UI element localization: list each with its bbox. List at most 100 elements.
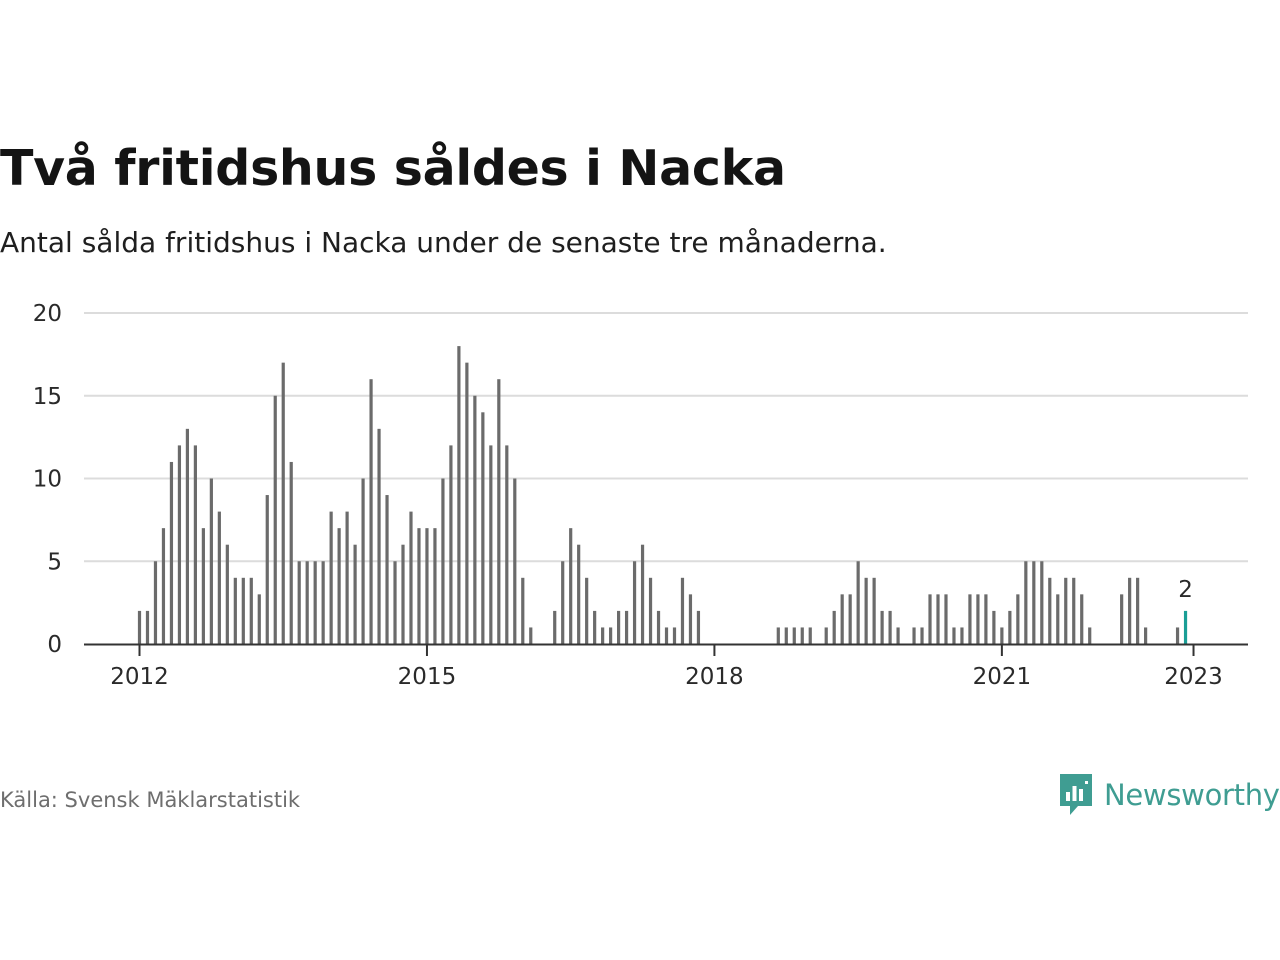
bar	[489, 445, 493, 644]
bar	[497, 379, 501, 644]
bar	[976, 594, 980, 644]
bars	[137, 346, 1188, 644]
bar	[153, 561, 158, 644]
bar	[688, 594, 693, 644]
bar	[952, 627, 956, 644]
bar	[385, 495, 389, 644]
bar	[521, 577, 525, 644]
bar	[409, 511, 413, 644]
bar	[577, 544, 581, 644]
y-tick-label: 15	[33, 384, 62, 410]
brand-logo[interactable]: Newsworthy	[1058, 772, 1280, 818]
bar	[1072, 577, 1076, 644]
bar	[441, 478, 445, 644]
bar	[361, 478, 365, 644]
bar	[848, 594, 852, 644]
bar	[265, 495, 269, 644]
bar	[1000, 627, 1004, 644]
bar	[648, 577, 653, 644]
bar	[1128, 577, 1132, 644]
x-tick-label: 2015	[398, 664, 457, 690]
bar	[449, 445, 453, 644]
bar	[800, 627, 804, 644]
bar	[656, 610, 661, 644]
bar	[481, 412, 485, 644]
bar	[1008, 610, 1012, 644]
source-note: Källa: Svensk Mäklarstatistik	[0, 788, 301, 812]
bar	[808, 627, 812, 644]
bar	[505, 445, 509, 644]
bar	[864, 577, 868, 644]
bar	[896, 627, 900, 644]
newsworthy-logo-icon	[1060, 774, 1092, 815]
bar	[664, 627, 669, 644]
bar	[968, 594, 972, 644]
bar	[569, 528, 573, 644]
bar	[585, 577, 589, 644]
bar	[553, 610, 557, 644]
bar	[233, 577, 237, 644]
bar	[209, 478, 213, 644]
bar	[273, 395, 277, 644]
bar	[624, 610, 629, 644]
bar	[321, 561, 325, 644]
bar	[920, 627, 924, 644]
bar	[960, 627, 964, 644]
bar	[433, 528, 437, 644]
bar	[1032, 561, 1036, 644]
bar	[377, 428, 381, 644]
bar	[169, 461, 174, 644]
bar	[601, 627, 605, 644]
bar	[305, 561, 309, 644]
bar	[856, 561, 860, 644]
bar	[888, 610, 892, 644]
brand-name: Newsworthy	[1104, 778, 1280, 812]
bar	[401, 544, 405, 644]
y-tick-label: 10	[33, 467, 62, 493]
bar	[177, 445, 182, 644]
bar	[640, 544, 645, 644]
bar	[313, 561, 317, 644]
bar	[329, 511, 333, 644]
y-tick-label: 5	[47, 549, 62, 575]
bar	[217, 511, 221, 644]
bar	[241, 577, 245, 644]
x-axis-ticks: 2012 2015 2018 2021 2023	[110, 644, 1223, 690]
bar	[345, 511, 349, 644]
x-tick-label: 2018	[685, 664, 744, 690]
bar	[1016, 594, 1020, 644]
bar	[425, 528, 429, 644]
bar	[137, 610, 142, 644]
bar	[680, 577, 685, 644]
x-tick-label: 2021	[973, 664, 1032, 690]
x-tick-label: 2012	[110, 664, 169, 690]
bar	[672, 627, 677, 644]
bar	[1048, 577, 1052, 644]
bar	[161, 528, 166, 644]
bar	[928, 594, 932, 644]
bar	[1040, 561, 1044, 644]
bar	[1136, 577, 1140, 644]
bar	[872, 577, 876, 644]
bar	[201, 528, 205, 644]
bar	[784, 627, 788, 644]
y-tick-label: 0	[47, 632, 62, 658]
bar	[529, 627, 533, 644]
bar	[832, 610, 836, 644]
bar	[992, 610, 996, 644]
bar	[473, 395, 477, 644]
bar	[513, 478, 517, 644]
bar	[465, 362, 469, 644]
bar	[1056, 594, 1060, 644]
bar	[185, 428, 190, 644]
y-axis-ticks: 0 5 10 15 20	[33, 301, 62, 658]
chart-subtitle: Antal sålda fritidshus i Nacka under de …	[0, 226, 887, 259]
bar	[561, 561, 565, 644]
bar	[417, 528, 421, 644]
bar	[1064, 577, 1068, 644]
bar	[944, 594, 948, 644]
bar	[193, 445, 197, 644]
bar	[617, 610, 621, 644]
bar	[281, 362, 285, 644]
